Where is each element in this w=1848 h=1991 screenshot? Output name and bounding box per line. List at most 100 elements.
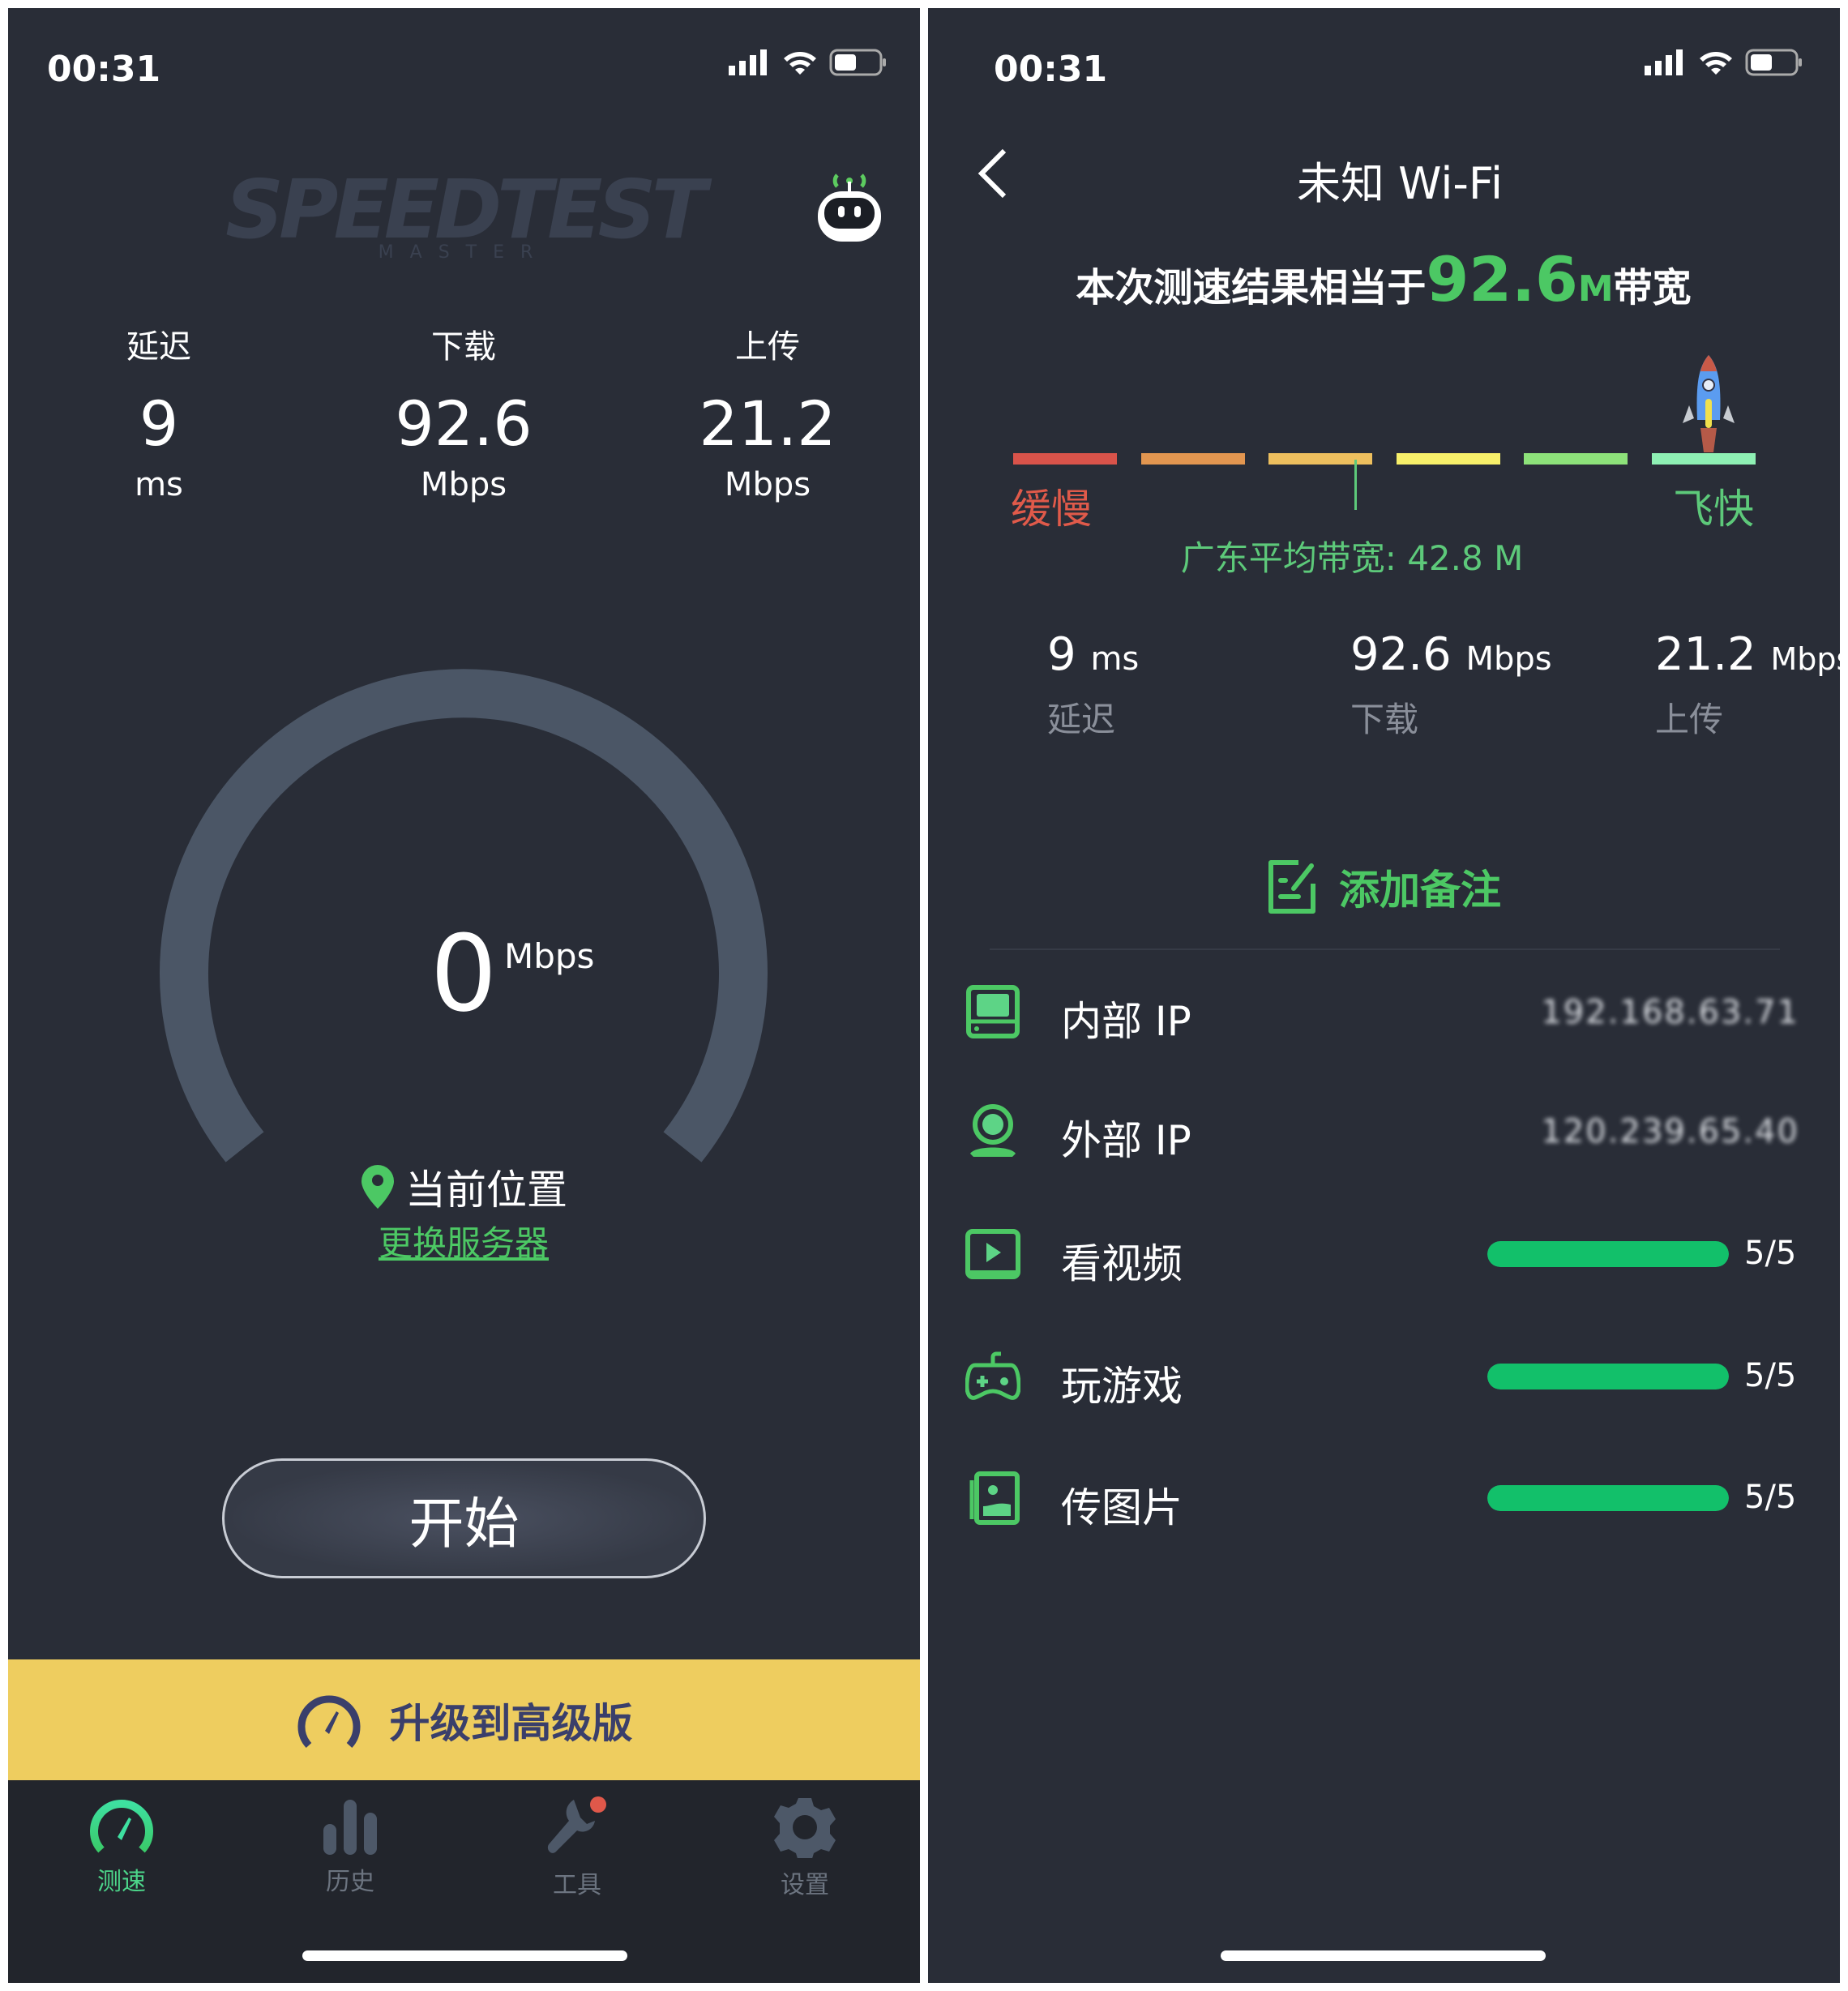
- latency-value: 9: [139, 387, 179, 460]
- status-time: 00:31: [47, 49, 161, 90]
- tab-history[interactable]: 历史: [269, 1796, 431, 1897]
- fast-label: 飞快: [1673, 486, 1754, 533]
- scale-segment: [1397, 453, 1500, 465]
- status-time: 00:31: [994, 49, 1108, 90]
- result-screen: 00:31 未知 Wi-Fi 本次测速结果相当于92.6M带宽 缓慢 飞快 广东…: [928, 8, 1840, 1983]
- tab-label: 设置: [781, 1871, 829, 1899]
- add-note-label: 添加备注: [1339, 867, 1501, 914]
- robot-assistant-icon[interactable]: [815, 170, 884, 245]
- game-score: 5/5: [1744, 1357, 1797, 1394]
- tab-label: 历史: [326, 1868, 374, 1896]
- row-label: 外部 IP: [1061, 1117, 1191, 1164]
- wifi-icon: [784, 52, 816, 75]
- tab-settings[interactable]: 设置: [724, 1796, 886, 1900]
- row-label: 玩游戏: [1061, 1363, 1183, 1410]
- latency-label: 延迟: [1047, 700, 1116, 739]
- headline-unit: M: [1577, 268, 1614, 310]
- progress-fill: [1487, 1241, 1729, 1267]
- row-label: 内部 IP: [1061, 998, 1191, 1045]
- home-indicator[interactable]: [1221, 1950, 1546, 1961]
- download-unit: Mbps: [1465, 640, 1552, 678]
- latency-value: 9: [1047, 628, 1076, 681]
- tab-tools[interactable]: 工具: [496, 1796, 658, 1900]
- device-icon: [966, 985, 1020, 1038]
- scale-segment: [1268, 453, 1372, 465]
- upload-stat: 21.2 Mbps 上传: [1655, 628, 1840, 742]
- add-note-button[interactable]: 添加备注: [1266, 858, 1501, 916]
- scale-segment: [1013, 453, 1117, 465]
- download-label: 下载: [431, 328, 496, 366]
- battery-icon: [829, 49, 886, 76]
- game-score-bar: [1487, 1364, 1729, 1389]
- gear-icon: [774, 1798, 836, 1858]
- bar-chart-icon: [323, 1800, 377, 1855]
- status-icons: [729, 49, 888, 76]
- video-row: 看视频 5/5: [928, 1214, 1840, 1295]
- signal-icon: [729, 49, 767, 75]
- rocket-icon: [1683, 355, 1735, 452]
- location-label: 当前位置: [405, 1167, 567, 1214]
- notification-badge: [590, 1796, 606, 1813]
- download-stat: 92.6 Mbps 下载: [1350, 628, 1552, 742]
- row-label: 传图片: [1061, 1484, 1183, 1531]
- scale-segment: [1141, 453, 1245, 465]
- gamepad-icon: [965, 1351, 1020, 1400]
- photo-score: 5/5: [1744, 1479, 1797, 1516]
- download-unit: Mbps: [420, 466, 507, 503]
- latency-label: 延迟: [126, 328, 191, 366]
- latency-unit: ms: [1090, 640, 1140, 678]
- headline-prefix: 本次测速结果相当于: [1076, 265, 1427, 310]
- back-chevron-icon[interactable]: [977, 148, 1009, 199]
- external-ip-value: 120.239.65.40: [1541, 1113, 1799, 1150]
- upload-unit: Mbps: [1770, 641, 1841, 677]
- tab-label: 测速: [97, 1868, 146, 1896]
- tab-speedtest[interactable]: 测速: [41, 1796, 203, 1897]
- result-headline: 本次测速结果相当于92.6M带宽: [1076, 243, 1691, 315]
- tab-bar: 测速 历史 工具 设置: [8, 1780, 920, 1983]
- signal-icon: [1645, 49, 1683, 75]
- external-ip-row: 外部 IP 120.239.65.40: [928, 1090, 1840, 1171]
- divider: [990, 948, 1780, 950]
- upgrade-label: 升级到高级版: [389, 1699, 633, 1747]
- upload-value: 21.2: [1655, 628, 1756, 681]
- slow-label: 缓慢: [1011, 486, 1092, 533]
- internal-ip-value: 192.168.63.71: [1541, 994, 1799, 1031]
- upload-label: 上传: [735, 328, 800, 366]
- home-indicator[interactable]: [302, 1950, 627, 1961]
- video-play-icon: [965, 1229, 1020, 1279]
- wrench-icon: [547, 1796, 606, 1853]
- speedometer-icon: [297, 1695, 360, 1748]
- upgrade-banner[interactable]: 升级到高级版: [8, 1659, 920, 1780]
- download-label: 下载: [1350, 700, 1419, 739]
- photo-score-bar: [1487, 1485, 1729, 1511]
- latency-unit: ms: [135, 466, 183, 503]
- progress-fill: [1487, 1485, 1729, 1511]
- speed-gauge: [160, 669, 768, 1162]
- upload-value: 21.2: [699, 387, 836, 460]
- latency-stat: 9 ms 延迟: [1047, 628, 1139, 742]
- average-marker: [1354, 460, 1357, 510]
- start-button[interactable]: 开始: [222, 1458, 706, 1578]
- status-icons: [1645, 49, 1803, 76]
- download-value: 92.6: [395, 387, 533, 460]
- speedometer-icon: [90, 1800, 153, 1853]
- current-location: 当前位置: [360, 1158, 567, 1216]
- video-score-bar: [1487, 1241, 1729, 1267]
- image-icon: [969, 1471, 1020, 1525]
- tab-label: 工具: [553, 1871, 601, 1899]
- internal-ip-row: 内部 IP 192.168.63.71: [928, 971, 1840, 1052]
- speed-test-screen: 00:31 SPEEDTEST MASTER 延迟 9 ms 下载 92.6 Mb…: [8, 8, 920, 1983]
- gauge-unit: Mbps: [504, 936, 595, 976]
- upload-label: 上传: [1655, 700, 1724, 739]
- change-server-link[interactable]: 更换服务器: [378, 1223, 550, 1263]
- edit-note-icon: [1268, 860, 1315, 914]
- location-pin-icon: [361, 1165, 394, 1209]
- location-person-icon: [970, 1104, 1016, 1157]
- photo-row: 传图片 5/5: [928, 1458, 1840, 1539]
- game-row: 玩游戏 5/5: [928, 1336, 1840, 1417]
- headline-suffix: 带宽: [1613, 265, 1692, 310]
- gauge-value: 0: [430, 912, 498, 1035]
- speedtest-master-logo: SPEEDTEST MASTER: [225, 162, 707, 263]
- wifi-icon: [1700, 52, 1732, 75]
- scale-segment: [1652, 453, 1756, 465]
